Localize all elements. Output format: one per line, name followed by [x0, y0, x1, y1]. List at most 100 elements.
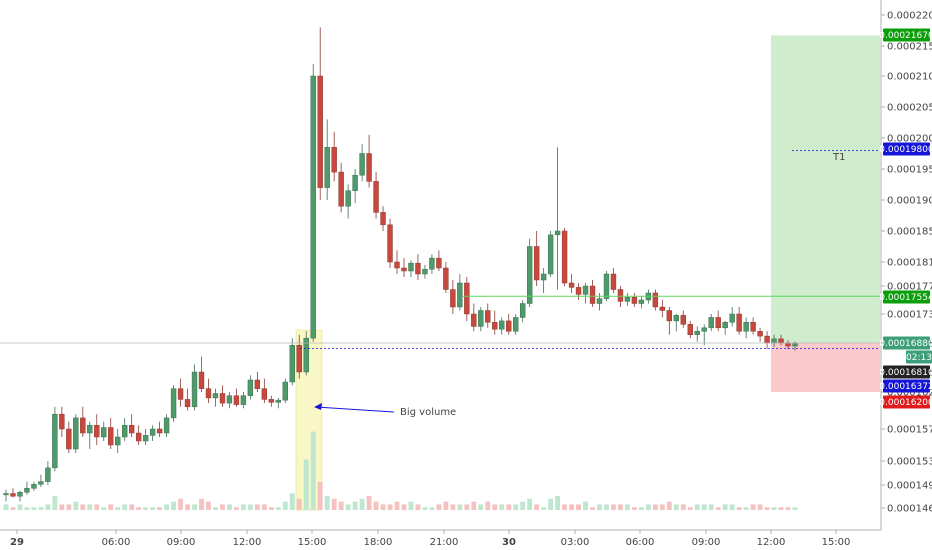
candle-body — [582, 285, 589, 295]
candle-body — [540, 273, 547, 281]
candle — [729, 307, 735, 327]
candle — [226, 392, 233, 409]
candle-body — [219, 393, 226, 404]
candle — [680, 310, 686, 328]
candle-body — [156, 428, 163, 434]
volume-bar — [171, 501, 177, 510]
candle — [352, 169, 358, 204]
candle — [631, 293, 638, 307]
candle — [687, 320, 693, 339]
volume-bar — [108, 504, 114, 510]
candle-body — [547, 234, 554, 275]
volume-bar — [185, 504, 190, 510]
candle — [275, 397, 282, 409]
volume-bar — [764, 507, 770, 510]
price-tick-label: 0.00016200 — [887, 388, 932, 399]
candle-body — [10, 493, 16, 497]
volume-bar — [666, 501, 672, 510]
time-axis[interactable]: 29 06:00 09:00 12:00 15:00 18:00 21:00 30 03:00 0… — [0, 529, 881, 548]
volume-bar — [10, 507, 16, 510]
candle — [554, 147, 561, 290]
volume-layer — [3, 431, 798, 510]
volume-bar — [778, 507, 784, 510]
candle-body — [115, 436, 121, 446]
candle-body — [66, 428, 72, 450]
volume-bar — [506, 504, 512, 510]
volume-bar — [324, 496, 330, 510]
candle — [526, 238, 533, 307]
candle — [66, 421, 72, 453]
candle — [387, 218, 393, 268]
price-tag-label: 0.00021670 — [879, 31, 932, 41]
candle-body — [743, 322, 749, 332]
candle — [659, 300, 666, 318]
volume-bar — [254, 504, 260, 510]
price-tag-label: 0.00017554 — [879, 293, 932, 303]
candle — [184, 388, 191, 411]
volume-bar — [785, 507, 791, 510]
candle-body — [687, 324, 693, 335]
price-tick-label: 0.00021500 — [887, 42, 932, 53]
target-zone — [771, 35, 880, 344]
volume-bar — [31, 507, 37, 510]
candle-body — [792, 342, 798, 347]
volume-bar — [611, 504, 616, 510]
candle — [24, 481, 30, 495]
time-tick-label: 12:00 — [757, 537, 786, 548]
volume-bar — [157, 507, 163, 510]
candle — [533, 231, 540, 286]
volume-bar — [401, 504, 407, 510]
candle — [499, 317, 505, 335]
candle — [122, 417, 128, 441]
candle — [135, 425, 142, 445]
candle-body — [673, 315, 679, 322]
candle-body — [722, 322, 728, 329]
volume-bar — [52, 496, 58, 510]
annotation-arrow — [315, 406, 395, 413]
candle-body — [694, 331, 700, 335]
volume-bar — [310, 431, 316, 510]
volume-bar — [206, 501, 211, 510]
candle-body — [519, 303, 526, 318]
candle — [59, 406, 65, 437]
candle-body — [345, 190, 351, 207]
price-tag: 0.00021670 — [879, 28, 932, 42]
candle-body — [59, 413, 65, 430]
annotation-t1: T1 — [832, 152, 845, 163]
candle — [673, 314, 679, 332]
candle-body — [310, 75, 316, 339]
volume-bar — [220, 504, 225, 510]
price-tag-label: 02:13 — [906, 353, 932, 363]
candle-body — [533, 246, 540, 281]
candle-body — [492, 322, 498, 330]
volume-bar — [380, 504, 386, 510]
volume-bar — [590, 507, 595, 510]
price-tag-box — [883, 28, 930, 42]
candle — [513, 314, 519, 335]
candle-body — [443, 267, 449, 290]
candle-body — [122, 425, 128, 438]
candle-body — [289, 345, 295, 383]
candle-body — [450, 289, 456, 308]
volume-bar — [59, 504, 65, 510]
candle-body — [757, 331, 763, 337]
volume-bar — [3, 504, 9, 510]
candle — [205, 378, 212, 404]
volume-bar — [94, 504, 100, 510]
candle-body — [617, 289, 624, 302]
candle — [52, 406, 58, 472]
candle — [394, 250, 400, 274]
time-tick-label: 09:00 — [167, 537, 196, 548]
candle — [87, 421, 93, 449]
price-tick-label: 0.00018500 — [887, 227, 932, 238]
volume-bar — [143, 507, 149, 510]
volume-bar — [331, 498, 337, 510]
candle-body — [701, 327, 707, 332]
candle-body — [638, 299, 645, 304]
volume-bar — [541, 507, 547, 510]
candle — [219, 385, 226, 407]
candle — [457, 274, 463, 311]
volume-bar — [366, 496, 372, 510]
candle — [94, 414, 100, 445]
